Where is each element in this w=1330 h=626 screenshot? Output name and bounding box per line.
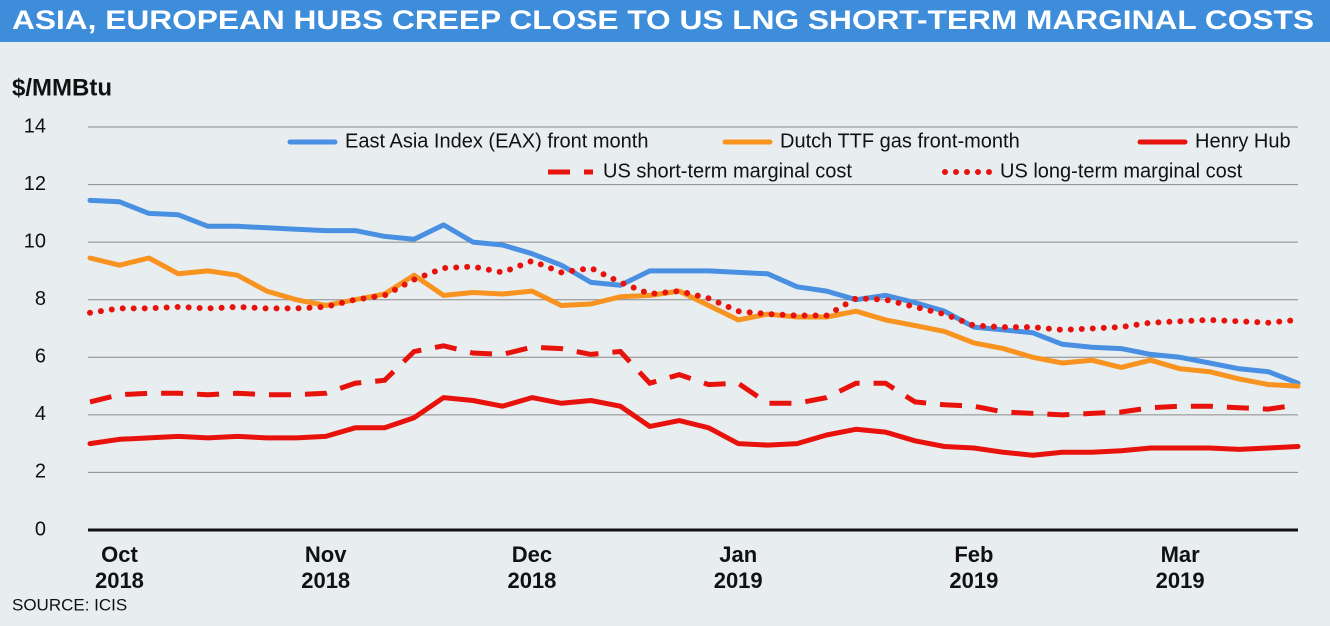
x-tick-label: Mar 2019 <box>1155 542 1205 593</box>
series-line <box>87 395 1301 458</box>
series-line <box>87 197 1301 386</box>
legend-label: Dutch TTF gas front-month <box>780 130 1020 152</box>
y-tick-label: 14 <box>24 115 46 137</box>
y-tick-label: 12 <box>24 173 46 195</box>
legend-label: US short-term marginal cost <box>603 160 852 182</box>
y-tick-label: 6 <box>35 346 46 368</box>
y-tick-label: 10 <box>24 230 46 252</box>
title-bar <box>0 0 1330 42</box>
x-tick-label: Oct 2018 <box>94 542 144 593</box>
y-tick-label: 0 <box>35 518 46 540</box>
series-line <box>87 255 1301 389</box>
y-axis-label: $/MMBtu <box>12 74 112 101</box>
legend-label: Henry Hub <box>1195 130 1291 152</box>
chart-title: ASIA, EUROPEAN HUBS CREEP CLOSE TO US LN… <box>12 5 1314 35</box>
y-tick-label: 8 <box>35 288 46 310</box>
y-tick-label: 4 <box>35 403 46 425</box>
y-tick-label: 2 <box>35 461 46 483</box>
x-tick-label: Jan 2019 <box>713 542 763 593</box>
legend-label: US long-term marginal cost <box>1000 160 1243 182</box>
legend-label: East Asia Index (EAX) front month <box>345 130 648 152</box>
source: SOURCE: ICIS <box>12 595 127 614</box>
x-tick-label: Feb 2019 <box>949 542 999 593</box>
x-tick-label: Dec 2018 <box>507 542 557 593</box>
series-line <box>89 343 1299 418</box>
x-tick-label: Nov 2018 <box>301 542 351 593</box>
